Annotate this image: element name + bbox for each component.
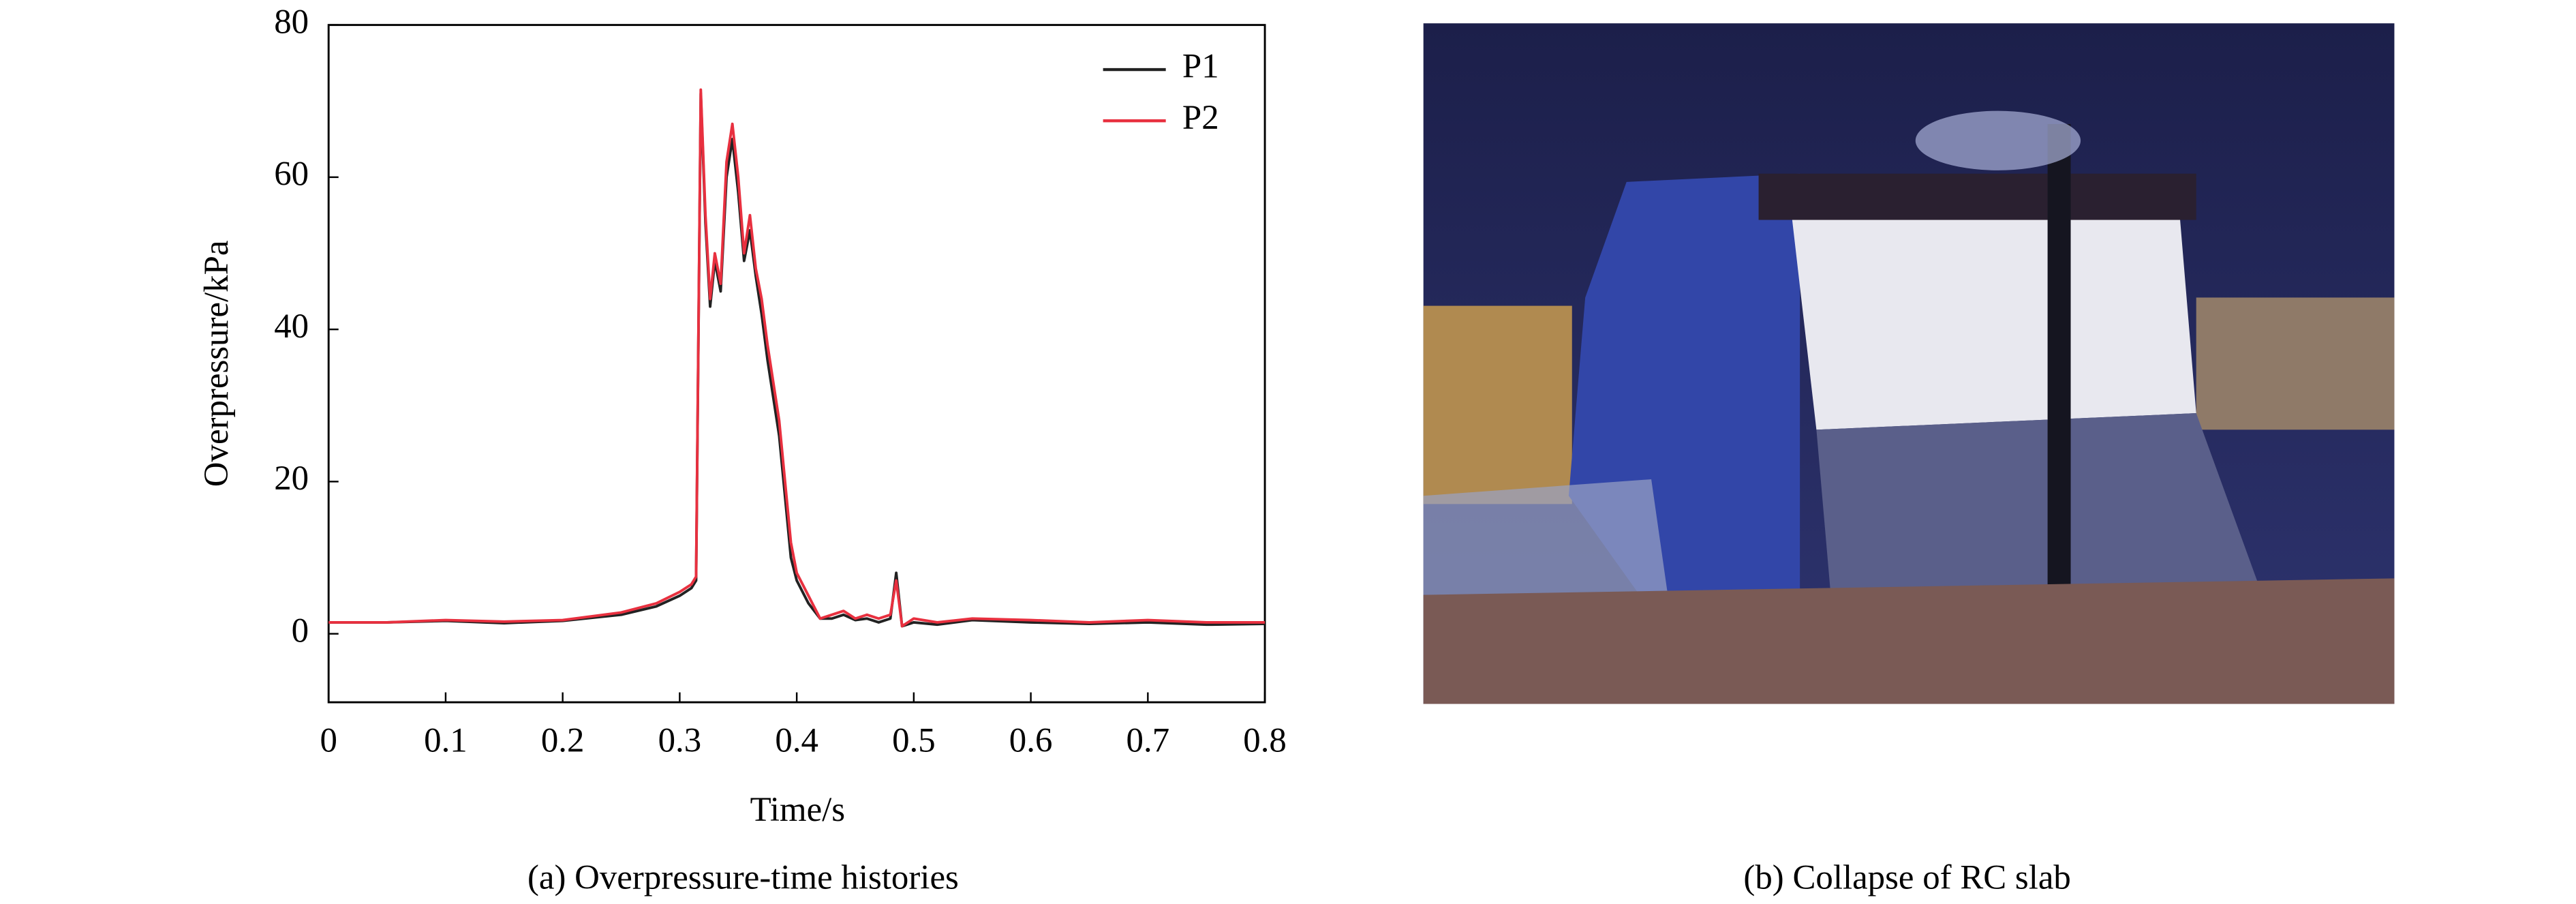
- line-series: [328, 88, 1266, 628]
- legend-label: P2: [1182, 99, 1219, 137]
- y-tick-label: 0: [292, 612, 309, 650]
- x-tick-label: 0.4: [775, 721, 818, 759]
- wall: [1816, 413, 2263, 620]
- x-tick-label: 0.7: [1126, 721, 1170, 759]
- y-tick-label: 20: [274, 459, 309, 498]
- photo: [1423, 23, 2395, 704]
- legend-label: P1: [1182, 48, 1219, 86]
- ground: [1423, 578, 2395, 704]
- x-tick-label: 0: [320, 721, 337, 759]
- container: [2196, 297, 2395, 430]
- line-series: [328, 92, 1266, 628]
- y-tick-label: 80: [274, 3, 309, 41]
- caption: (a) Overpressure-time histories: [527, 858, 959, 897]
- x-tick-label: 0.6: [1009, 721, 1053, 759]
- x-tick-label: 0.5: [892, 721, 936, 759]
- smoke: [1915, 110, 2081, 170]
- post: [2047, 124, 2071, 620]
- container: [1423, 305, 1572, 504]
- beam: [1758, 173, 2196, 220]
- x-tick-label: 0.8: [1243, 721, 1287, 759]
- y-tick-label: 40: [274, 307, 309, 346]
- x-tick-label: 0.2: [541, 721, 585, 759]
- x-axis-label: Time/s: [750, 791, 846, 829]
- slab: [1792, 215, 2196, 430]
- plot-frame: [327, 24, 1266, 704]
- caption: (b) Collapse of RC slab: [1743, 858, 2070, 897]
- y-axis-label: Overpressure/kPa: [198, 241, 236, 487]
- x-tick-label: 0.1: [424, 721, 467, 759]
- dust: [1423, 479, 1668, 595]
- x-tick-label: 0.3: [658, 721, 702, 759]
- y-tick-label: 60: [274, 155, 309, 194]
